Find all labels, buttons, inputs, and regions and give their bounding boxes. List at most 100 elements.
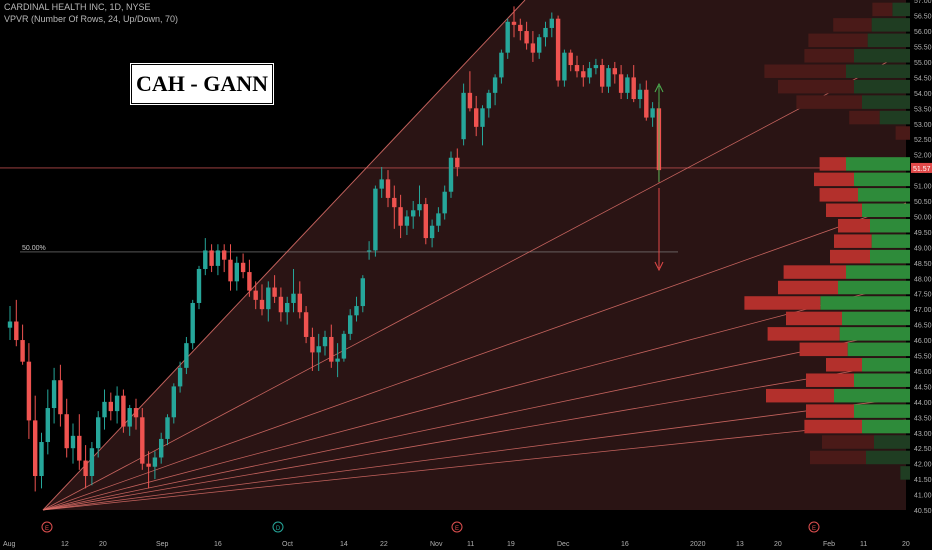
candle-body <box>39 442 44 477</box>
candle-body <box>587 68 592 78</box>
price-tick-label: 54.00 <box>914 91 932 98</box>
vp-down-bar <box>786 311 842 326</box>
candle-body <box>291 293 296 303</box>
candle-body <box>341 333 347 359</box>
vp-up-bar <box>846 265 910 279</box>
price-tick-label: 41.50 <box>914 477 932 484</box>
candle-body <box>329 336 334 362</box>
candle-body <box>474 108 479 127</box>
price-tick-label: 49.50 <box>914 230 932 237</box>
time-tick-label: Dec <box>557 541 570 548</box>
price-tick-label: 44.00 <box>914 400 932 407</box>
price-tick-label: 51.00 <box>914 184 932 191</box>
price-tick-label: 43.50 <box>914 415 932 422</box>
time-tick-label: 20 <box>774 541 782 548</box>
indicator-header: VPVR (Number Of Rows, 24, Up/Down, 70) <box>4 14 179 24</box>
vp-up-bar <box>862 358 910 372</box>
vp-up-bar <box>858 188 910 202</box>
up-arrow-head <box>654 82 664 93</box>
price-tick-label: 48.00 <box>914 276 932 283</box>
price-tick-label: 49.00 <box>914 245 932 252</box>
price-tick-label: 47.50 <box>914 292 932 299</box>
vp-down-bar <box>744 296 821 310</box>
candle-body <box>64 414 69 449</box>
price-tick-label: 50.00 <box>914 214 932 221</box>
price-tick-label: 46.50 <box>914 323 932 330</box>
vp-up-bar <box>854 79 910 94</box>
candle-body <box>184 343 189 368</box>
price-axis: 40.50 41.00 41.50 42.00 42.50 43.00 43.50 44.00… <box>911 0 932 515</box>
price-tick-label: 55.50 <box>914 45 932 52</box>
symbol-header: CARDINAL HEALTH INC, 1D, NYSE <box>4 2 151 12</box>
candle-body <box>480 108 485 127</box>
fan-line <box>42 282 907 511</box>
vp-down-bar <box>764 64 846 78</box>
candle-body <box>133 408 139 418</box>
vp-down-bar <box>806 404 854 418</box>
price-tick-label: 46.00 <box>914 338 932 345</box>
vp-up-bar <box>846 64 910 78</box>
fan-line <box>42 397 907 511</box>
event-marker-label: D <box>276 526 281 532</box>
fan-line <box>42 419 907 511</box>
fan-line <box>42 329 907 511</box>
candle-body <box>140 417 145 464</box>
candle-body <box>177 367 183 387</box>
price-tick-label: 44.50 <box>914 384 932 391</box>
candle-body <box>253 290 258 300</box>
last-price-tag <box>911 162 932 173</box>
price-tick-label: 45.00 <box>914 369 932 376</box>
price-tick-label: 57.00 <box>914 0 932 5</box>
candle-body <box>537 37 542 53</box>
candle-body <box>240 262 246 273</box>
gann-shaded-area <box>43 0 906 510</box>
vp-down-bar <box>804 49 854 63</box>
candle-body <box>127 408 132 427</box>
price-tick-label: 40.50 <box>914 508 932 515</box>
candle-body <box>606 68 611 87</box>
vp-down-bar <box>806 373 854 387</box>
last-price-label: 51.57 <box>913 166 931 173</box>
candle-body <box>467 92 473 109</box>
candle-body <box>228 259 233 282</box>
vp-up-bar <box>820 296 910 310</box>
price-tick-label: 42.50 <box>914 446 932 453</box>
time-tick-label: 13 <box>736 541 744 548</box>
price-tick-label: 55.00 <box>914 60 932 67</box>
candle-body <box>618 74 624 93</box>
vp-up-bar <box>862 95 910 109</box>
event-marker-circle <box>41 521 53 533</box>
candle-body <box>234 262 239 282</box>
vp-down-bar <box>814 172 854 187</box>
vp-up-bar <box>874 435 910 449</box>
time-tick-label: Sep <box>156 541 169 548</box>
candle-body <box>404 216 410 226</box>
vp-down-bar <box>830 249 870 264</box>
candle-body <box>247 272 252 291</box>
vp-up-bar <box>854 172 910 187</box>
candle-body <box>442 191 447 214</box>
time-tick-label: Aug <box>3 541 16 548</box>
candle-body <box>51 380 57 409</box>
candle-body <box>259 299 265 310</box>
price-tick-label: 52.50 <box>914 137 932 144</box>
candle-body <box>644 89 649 118</box>
annotation-title: CAH - GANN <box>136 71 268 96</box>
vp-up-bar <box>854 404 910 418</box>
volume-profile <box>744 2 910 480</box>
candle-body <box>562 52 567 81</box>
candle-body <box>348 315 353 334</box>
candle-body <box>303 312 309 337</box>
price-tick-label: 52.00 <box>914 153 932 160</box>
event-marker-label: E <box>45 526 49 532</box>
candle-body <box>366 250 372 252</box>
vp-down-bar <box>799 342 848 357</box>
candle-body <box>152 457 158 467</box>
candle-body <box>310 336 315 353</box>
vp-up-bar <box>892 2 910 17</box>
candle-body <box>272 287 277 297</box>
vp-up-bar <box>854 49 910 63</box>
candle-body <box>612 68 617 75</box>
